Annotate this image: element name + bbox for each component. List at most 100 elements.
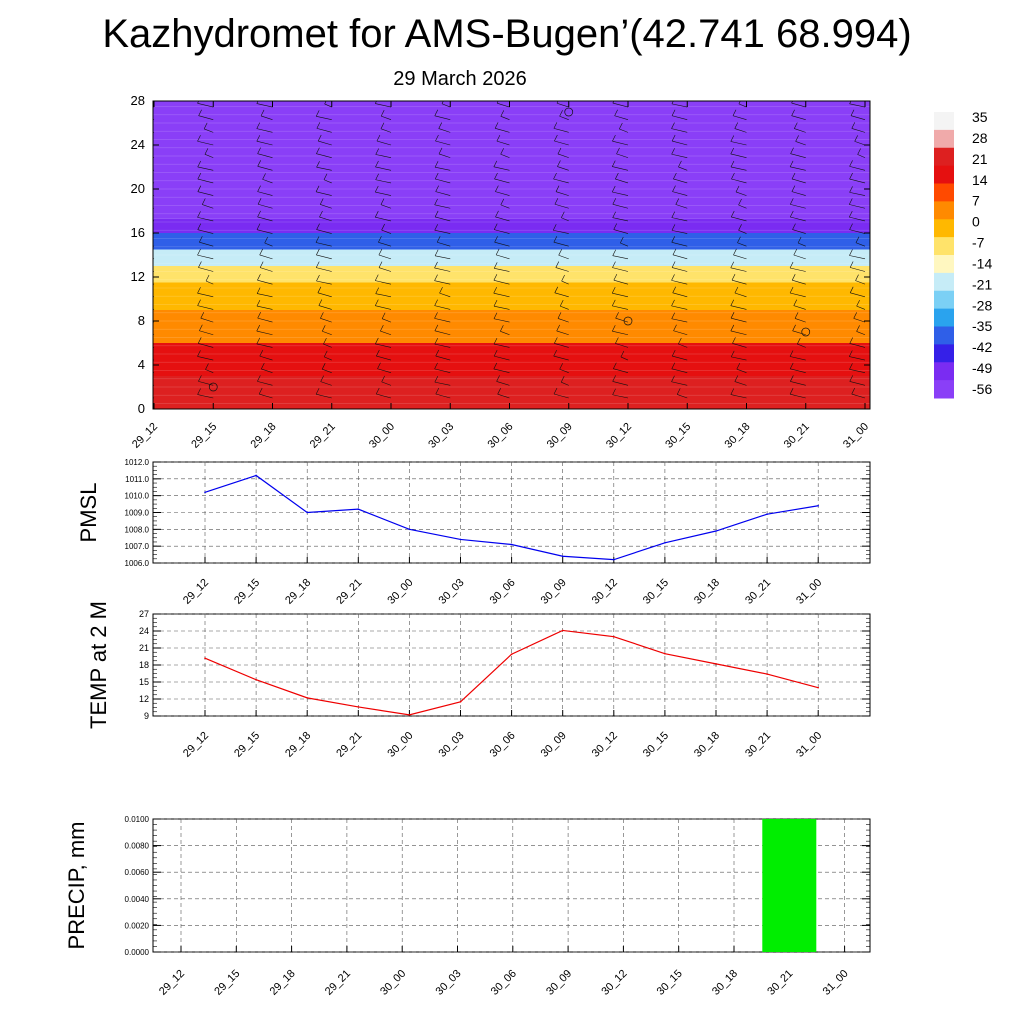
wind-barb — [197, 394, 214, 399]
colorbar-swatch — [934, 237, 954, 256]
x-tick-label: 31_00 — [794, 577, 824, 607]
colorbar-swatch — [934, 290, 954, 310]
wind-barb — [494, 355, 510, 361]
wind-barb-flag — [851, 387, 856, 395]
wind-barb — [324, 103, 332, 108]
wind-barb — [671, 242, 688, 247]
wind-barb — [256, 140, 273, 146]
wind-barb — [197, 356, 214, 361]
x-tick-label: 30_15 — [655, 968, 685, 998]
colorbar-label: 28 — [972, 130, 988, 146]
wind-barb-flag — [315, 388, 320, 395]
wind-barb-flag — [434, 161, 439, 168]
wind-barb — [557, 166, 569, 171]
wind-barb-flag — [557, 160, 561, 167]
wind-barb-flag — [791, 274, 796, 281]
wind-barb-flag — [734, 286, 739, 294]
wind-barb — [734, 381, 747, 386]
wind-barb-flag — [197, 248, 201, 256]
pmsl-point — [204, 491, 206, 494]
wind-barb — [493, 305, 510, 310]
wind-barb-flag — [375, 101, 377, 104]
wind-barb — [790, 216, 806, 222]
pmsl-point — [664, 542, 666, 544]
wind-barb-flag — [849, 337, 853, 344]
wind-barb-flag — [612, 325, 616, 332]
wind-barb-flag — [672, 185, 676, 192]
x-tick-label: 30_15 — [641, 577, 671, 607]
wind-barb-flag — [197, 337, 202, 344]
wind-barb — [613, 368, 629, 373]
x-tick-label: 29_18 — [283, 577, 313, 607]
wind-barb-flag — [257, 147, 261, 154]
wind-barb-flag — [559, 363, 563, 370]
wind-barb — [731, 178, 747, 184]
x-tick-label: 29_15 — [212, 968, 242, 998]
wind-barb — [153, 220, 155, 222]
wind-barb-flag — [738, 101, 741, 104]
wind-barb-flag — [789, 388, 794, 395]
wind-barb-flag — [138, 173, 141, 179]
wind-barb — [849, 204, 866, 209]
wind-barb — [850, 115, 866, 120]
wind-barb — [734, 292, 747, 298]
wind-barb-flag — [559, 110, 563, 117]
wind-barb — [256, 330, 273, 336]
wind-barb-flag — [257, 210, 261, 218]
wind-barb — [434, 318, 451, 323]
x-tick-label: 30_21 — [765, 968, 795, 998]
wind-barb — [557, 318, 569, 323]
wind-barb — [257, 216, 273, 222]
wind-barb-flag — [315, 261, 320, 268]
wind-barb-flag — [857, 148, 861, 155]
heatmap-band — [153, 310, 870, 343]
wind-barb-flag — [849, 186, 853, 193]
wind-barb-flag — [493, 337, 498, 345]
pmsl-point — [613, 558, 615, 561]
colorbar-swatch — [934, 326, 954, 345]
colorbar-label: -21 — [972, 276, 992, 292]
wind-barb — [197, 217, 214, 222]
x-tick-label: 29_12 — [157, 968, 187, 998]
wind-barb — [493, 343, 510, 348]
wind-barb — [438, 128, 451, 133]
wind-barb — [153, 169, 155, 171]
wind-barb-flag — [138, 262, 141, 268]
wind-barb — [375, 103, 392, 108]
wind-barb — [257, 166, 273, 171]
x-tick-label: 31_00 — [821, 968, 851, 998]
x-tick-label: 30_12 — [604, 421, 634, 451]
x-tick-label: 31_00 — [794, 730, 824, 760]
wind-barb — [496, 254, 510, 260]
wind-barb-flag — [790, 375, 794, 382]
wind-barb — [375, 191, 392, 196]
wind-barb — [494, 268, 510, 272]
precip-bar — [762, 819, 817, 952]
x-tick-label: 30_06 — [488, 577, 518, 607]
wind-barb-flag — [320, 375, 324, 382]
y-tick-label: 1008.0 — [125, 525, 150, 534]
wind-barb — [851, 128, 866, 133]
wind-barb-flag — [612, 211, 616, 218]
wind-barb — [197, 305, 214, 310]
wind-barb-flag — [139, 123, 142, 129]
wind-barb — [554, 140, 569, 146]
pmsl-point — [561, 555, 564, 558]
wind-barb-flag — [197, 172, 202, 180]
wind-barb — [620, 242, 629, 247]
wind-barb-flag — [203, 122, 208, 130]
colorbar-swatch — [934, 255, 954, 274]
wind-barb-flag — [797, 337, 801, 345]
wind-barb-flag — [375, 160, 379, 168]
wind-barb-flag — [380, 324, 384, 332]
wind-barb-flag — [261, 362, 265, 370]
wind-barb — [559, 115, 569, 120]
wind-barb — [375, 293, 392, 298]
wind-barb-flag — [259, 261, 264, 268]
wind-barb — [257, 293, 273, 298]
heatmap-field — [138, 101, 870, 409]
wind-barb-flag — [319, 210, 323, 218]
wind-barb — [791, 102, 806, 108]
wind-barb-flag — [256, 287, 261, 294]
